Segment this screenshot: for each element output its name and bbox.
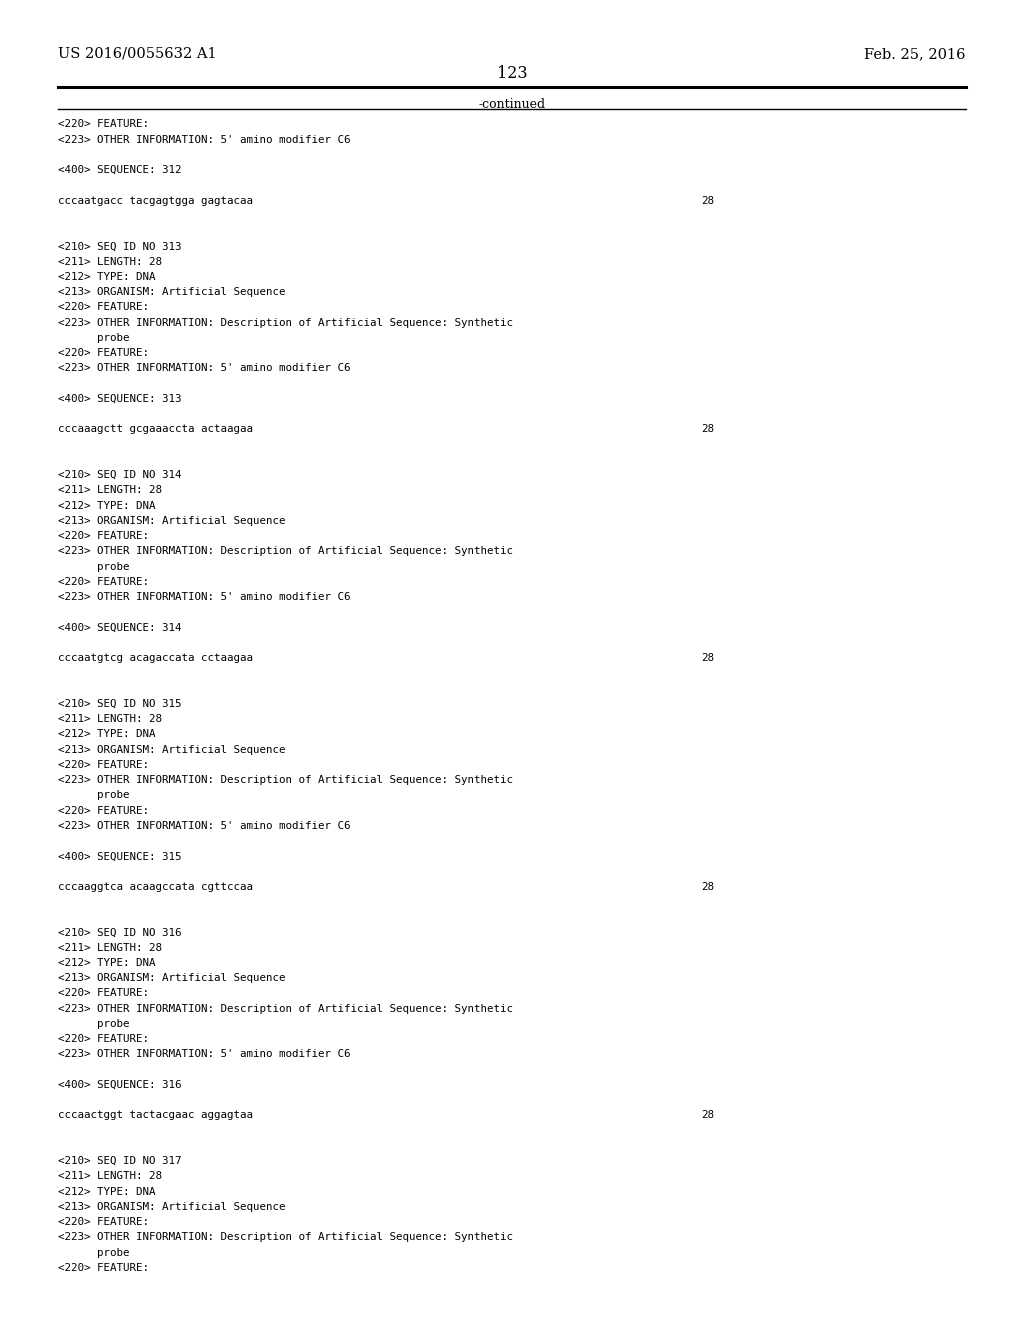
Text: <212> TYPE: DNA: <212> TYPE: DNA: [58, 729, 156, 739]
Text: <220> FEATURE:: <220> FEATURE:: [58, 760, 150, 770]
Text: <211> LENGTH: 28: <211> LENGTH: 28: [58, 256, 163, 267]
Text: <213> ORGANISM: Artificial Sequence: <213> ORGANISM: Artificial Sequence: [58, 973, 286, 983]
Text: <223> OTHER INFORMATION: Description of Artificial Sequence: Synthetic: <223> OTHER INFORMATION: Description of …: [58, 775, 513, 785]
Text: probe: probe: [58, 333, 130, 343]
Text: <210> SEQ ID NO 314: <210> SEQ ID NO 314: [58, 470, 182, 480]
Text: probe: probe: [58, 791, 130, 800]
Text: <220> FEATURE:: <220> FEATURE:: [58, 120, 150, 129]
Text: <213> ORGANISM: Artificial Sequence: <213> ORGANISM: Artificial Sequence: [58, 744, 286, 755]
Text: US 2016/0055632 A1: US 2016/0055632 A1: [58, 46, 217, 61]
Text: 28: 28: [701, 424, 715, 434]
Text: -continued: -continued: [478, 98, 546, 111]
Text: 28: 28: [701, 882, 715, 892]
Text: cccaatgtcg acagaccata cctaagaa: cccaatgtcg acagaccata cctaagaa: [58, 653, 253, 663]
Text: <212> TYPE: DNA: <212> TYPE: DNA: [58, 272, 156, 282]
Text: <210> SEQ ID NO 317: <210> SEQ ID NO 317: [58, 1156, 182, 1166]
Text: <220> FEATURE:: <220> FEATURE:: [58, 577, 150, 587]
Text: cccaaagctt gcgaaaccta actaagaa: cccaaagctt gcgaaaccta actaagaa: [58, 424, 253, 434]
Text: <220> FEATURE:: <220> FEATURE:: [58, 302, 150, 313]
Text: <220> FEATURE:: <220> FEATURE:: [58, 1263, 150, 1272]
Text: 28: 28: [701, 1110, 715, 1121]
Text: <211> LENGTH: 28: <211> LENGTH: 28: [58, 714, 163, 725]
Text: <223> OTHER INFORMATION: 5' amino modifier C6: <223> OTHER INFORMATION: 5' amino modifi…: [58, 135, 351, 145]
Text: <400> SEQUENCE: 315: <400> SEQUENCE: 315: [58, 851, 182, 861]
Text: cccaaggtca acaagccata cgttccaa: cccaaggtca acaagccata cgttccaa: [58, 882, 253, 892]
Text: <220> FEATURE:: <220> FEATURE:: [58, 805, 150, 816]
Text: <223> OTHER INFORMATION: Description of Artificial Sequence: Synthetic: <223> OTHER INFORMATION: Description of …: [58, 318, 513, 327]
Text: Feb. 25, 2016: Feb. 25, 2016: [864, 46, 966, 61]
Text: <212> TYPE: DNA: <212> TYPE: DNA: [58, 958, 156, 968]
Text: <213> ORGANISM: Artificial Sequence: <213> ORGANISM: Artificial Sequence: [58, 516, 286, 525]
Text: <400> SEQUENCE: 314: <400> SEQUENCE: 314: [58, 623, 182, 632]
Text: <211> LENGTH: 28: <211> LENGTH: 28: [58, 486, 163, 495]
Text: <212> TYPE: DNA: <212> TYPE: DNA: [58, 500, 156, 511]
Text: <210> SEQ ID NO 316: <210> SEQ ID NO 316: [58, 928, 182, 937]
Text: 123: 123: [497, 65, 527, 82]
Text: <400> SEQUENCE: 316: <400> SEQUENCE: 316: [58, 1080, 182, 1090]
Text: <210> SEQ ID NO 315: <210> SEQ ID NO 315: [58, 698, 182, 709]
Text: <223> OTHER INFORMATION: 5' amino modifier C6: <223> OTHER INFORMATION: 5' amino modifi…: [58, 593, 351, 602]
Text: <400> SEQUENCE: 312: <400> SEQUENCE: 312: [58, 165, 182, 176]
Text: <220> FEATURE:: <220> FEATURE:: [58, 1217, 150, 1228]
Text: <212> TYPE: DNA: <212> TYPE: DNA: [58, 1187, 156, 1197]
Text: cccaatgacc tacgagtgga gagtacaa: cccaatgacc tacgagtgga gagtacaa: [58, 195, 253, 206]
Text: <211> LENGTH: 28: <211> LENGTH: 28: [58, 1171, 163, 1181]
Text: <223> OTHER INFORMATION: 5' amino modifier C6: <223> OTHER INFORMATION: 5' amino modifi…: [58, 363, 351, 374]
Text: 28: 28: [701, 195, 715, 206]
Text: <220> FEATURE:: <220> FEATURE:: [58, 531, 150, 541]
Text: <220> FEATURE:: <220> FEATURE:: [58, 1034, 150, 1044]
Text: <220> FEATURE:: <220> FEATURE:: [58, 989, 150, 998]
Text: <223> OTHER INFORMATION: 5' amino modifier C6: <223> OTHER INFORMATION: 5' amino modifi…: [58, 1049, 351, 1060]
Text: <400> SEQUENCE: 313: <400> SEQUENCE: 313: [58, 393, 182, 404]
Text: probe: probe: [58, 1019, 130, 1030]
Text: <213> ORGANISM: Artificial Sequence: <213> ORGANISM: Artificial Sequence: [58, 288, 286, 297]
Text: <223> OTHER INFORMATION: 5' amino modifier C6: <223> OTHER INFORMATION: 5' amino modifi…: [58, 821, 351, 830]
Text: <211> LENGTH: 28: <211> LENGTH: 28: [58, 942, 163, 953]
Text: <223> OTHER INFORMATION: Description of Artificial Sequence: Synthetic: <223> OTHER INFORMATION: Description of …: [58, 1233, 513, 1242]
Text: 28: 28: [701, 653, 715, 663]
Text: <210> SEQ ID NO 313: <210> SEQ ID NO 313: [58, 242, 182, 251]
Text: probe: probe: [58, 1247, 130, 1258]
Text: <213> ORGANISM: Artificial Sequence: <213> ORGANISM: Artificial Sequence: [58, 1203, 286, 1212]
Text: probe: probe: [58, 561, 130, 572]
Text: <223> OTHER INFORMATION: Description of Artificial Sequence: Synthetic: <223> OTHER INFORMATION: Description of …: [58, 1003, 513, 1014]
Text: cccaactggt tactacgaac aggagtaa: cccaactggt tactacgaac aggagtaa: [58, 1110, 253, 1121]
Text: <223> OTHER INFORMATION: Description of Artificial Sequence: Synthetic: <223> OTHER INFORMATION: Description of …: [58, 546, 513, 556]
Text: <220> FEATURE:: <220> FEATURE:: [58, 348, 150, 358]
